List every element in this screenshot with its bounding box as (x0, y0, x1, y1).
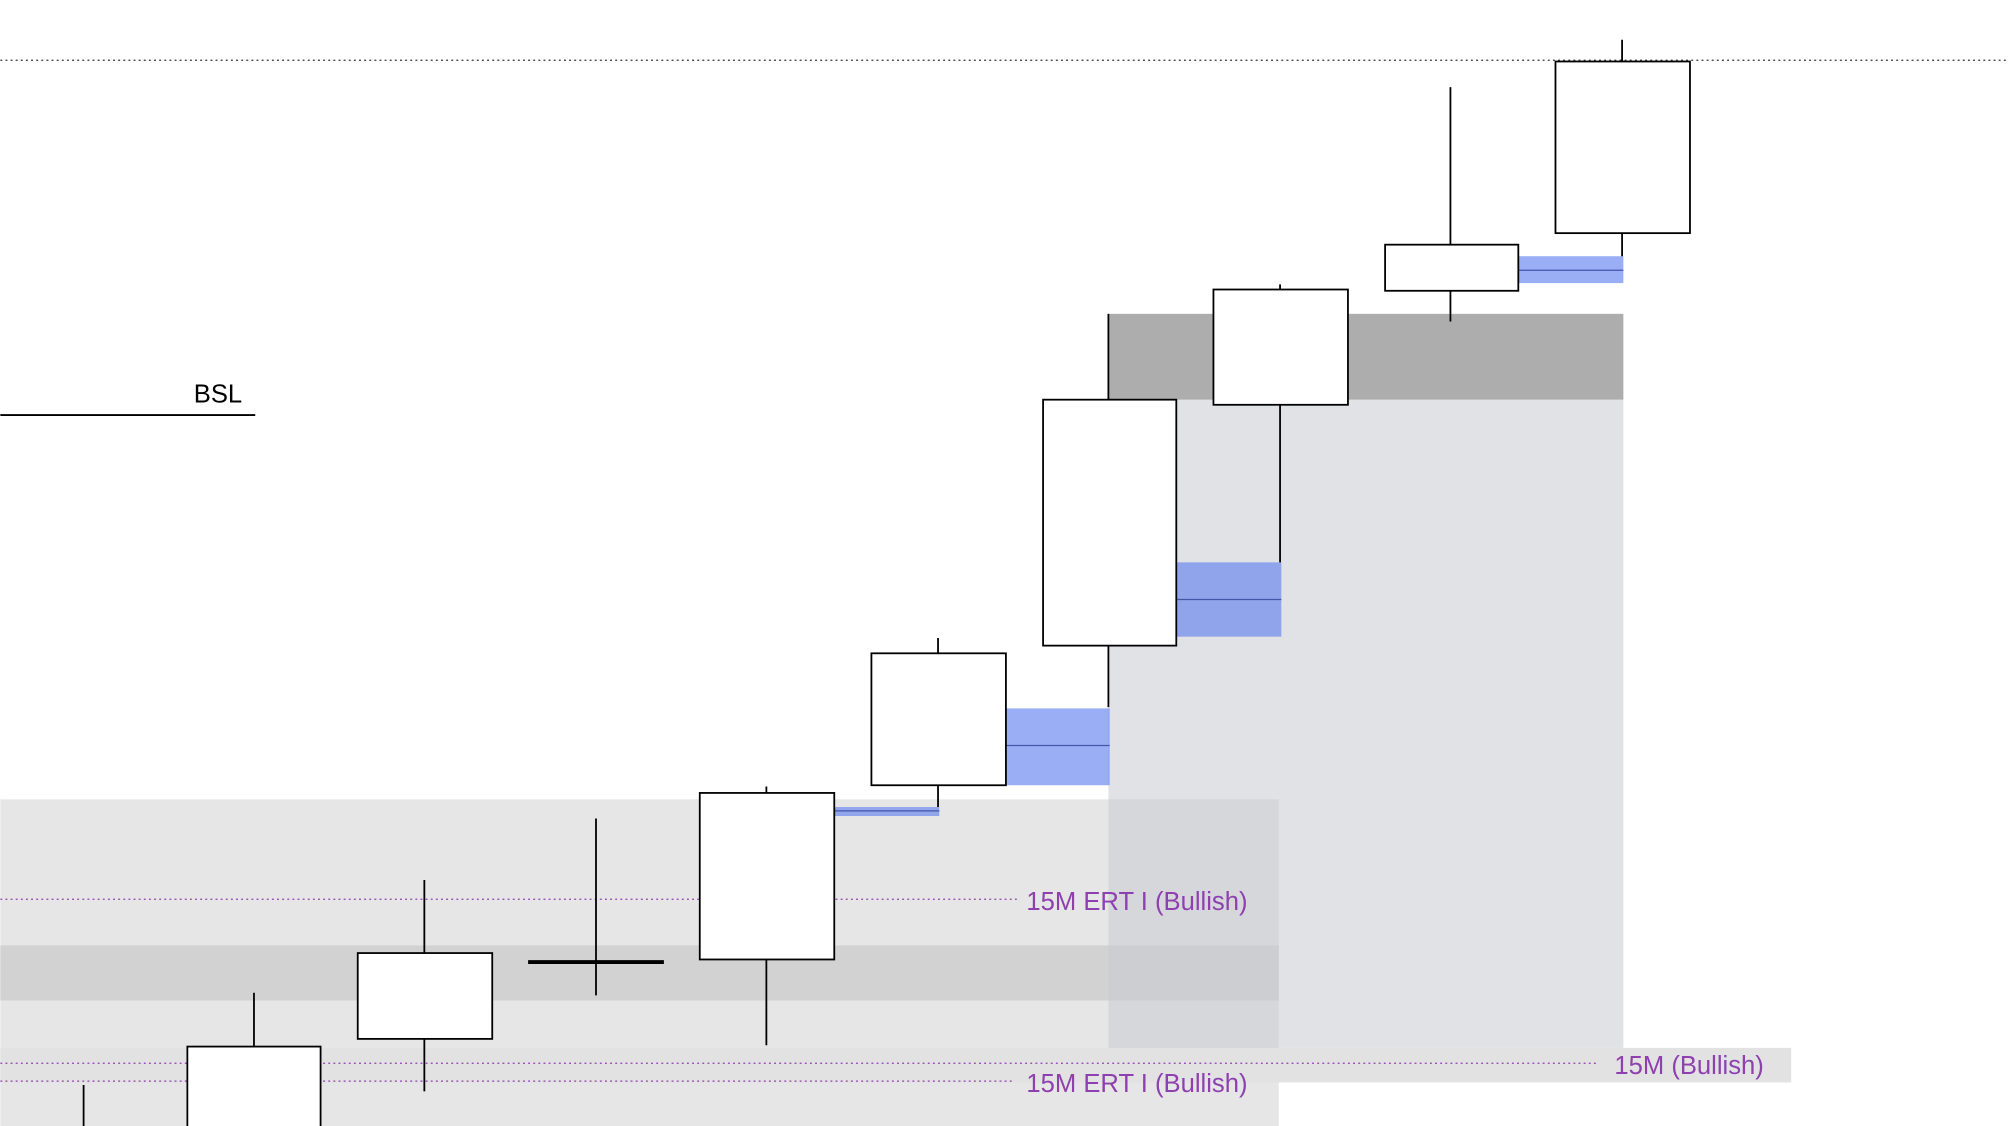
candle (186, 1045, 322, 1126)
bsl-label: BSL (194, 381, 242, 409)
candle (698, 792, 836, 961)
zones (0, 313, 1792, 1126)
zone (0, 945, 1279, 1001)
candle (870, 652, 1007, 787)
ert-label: 15M ERT I (Bullish) (1026, 1070, 1247, 1098)
fvg-boxes (834, 256, 1624, 816)
candle (1384, 243, 1520, 292)
candle (356, 952, 494, 1040)
candle (1212, 288, 1349, 406)
zone (1108, 399, 1624, 1048)
ert-label: 15M ERT I (Bullish) (1026, 888, 1247, 916)
candles (82, 39, 1691, 1126)
bullish-label: 15M (Bullish) (1614, 1052, 1763, 1080)
candle (1042, 398, 1178, 647)
zone (1108, 313, 1624, 400)
candle (1554, 60, 1691, 235)
fvg (1005, 708, 1110, 786)
